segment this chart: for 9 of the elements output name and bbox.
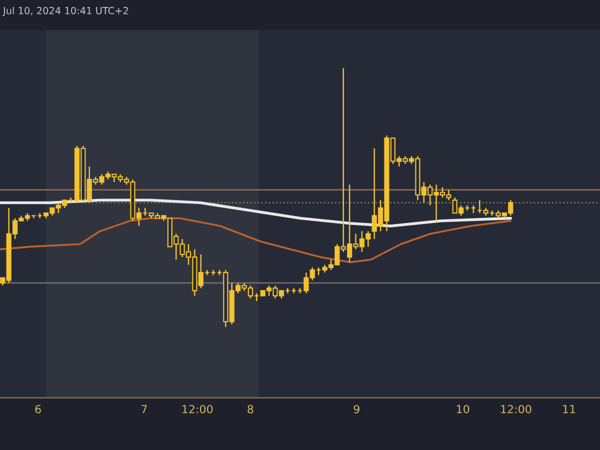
x-tick-label: 7 [142, 405, 147, 414]
x-tick-label: 8 [248, 404, 254, 414]
x-tick-label: 10 [456, 404, 470, 414]
x-tick-label: 12:00 [501, 404, 532, 414]
x-tick-label: 11 [563, 405, 576, 414]
x-tick-label: 9 [354, 404, 360, 414]
x-tick-label: 12:00 [182, 404, 213, 414]
text: Jul 10, 2024 10:41 UTC+2 [2, 6, 128, 16]
x-tick-label: 6 [35, 404, 41, 414]
